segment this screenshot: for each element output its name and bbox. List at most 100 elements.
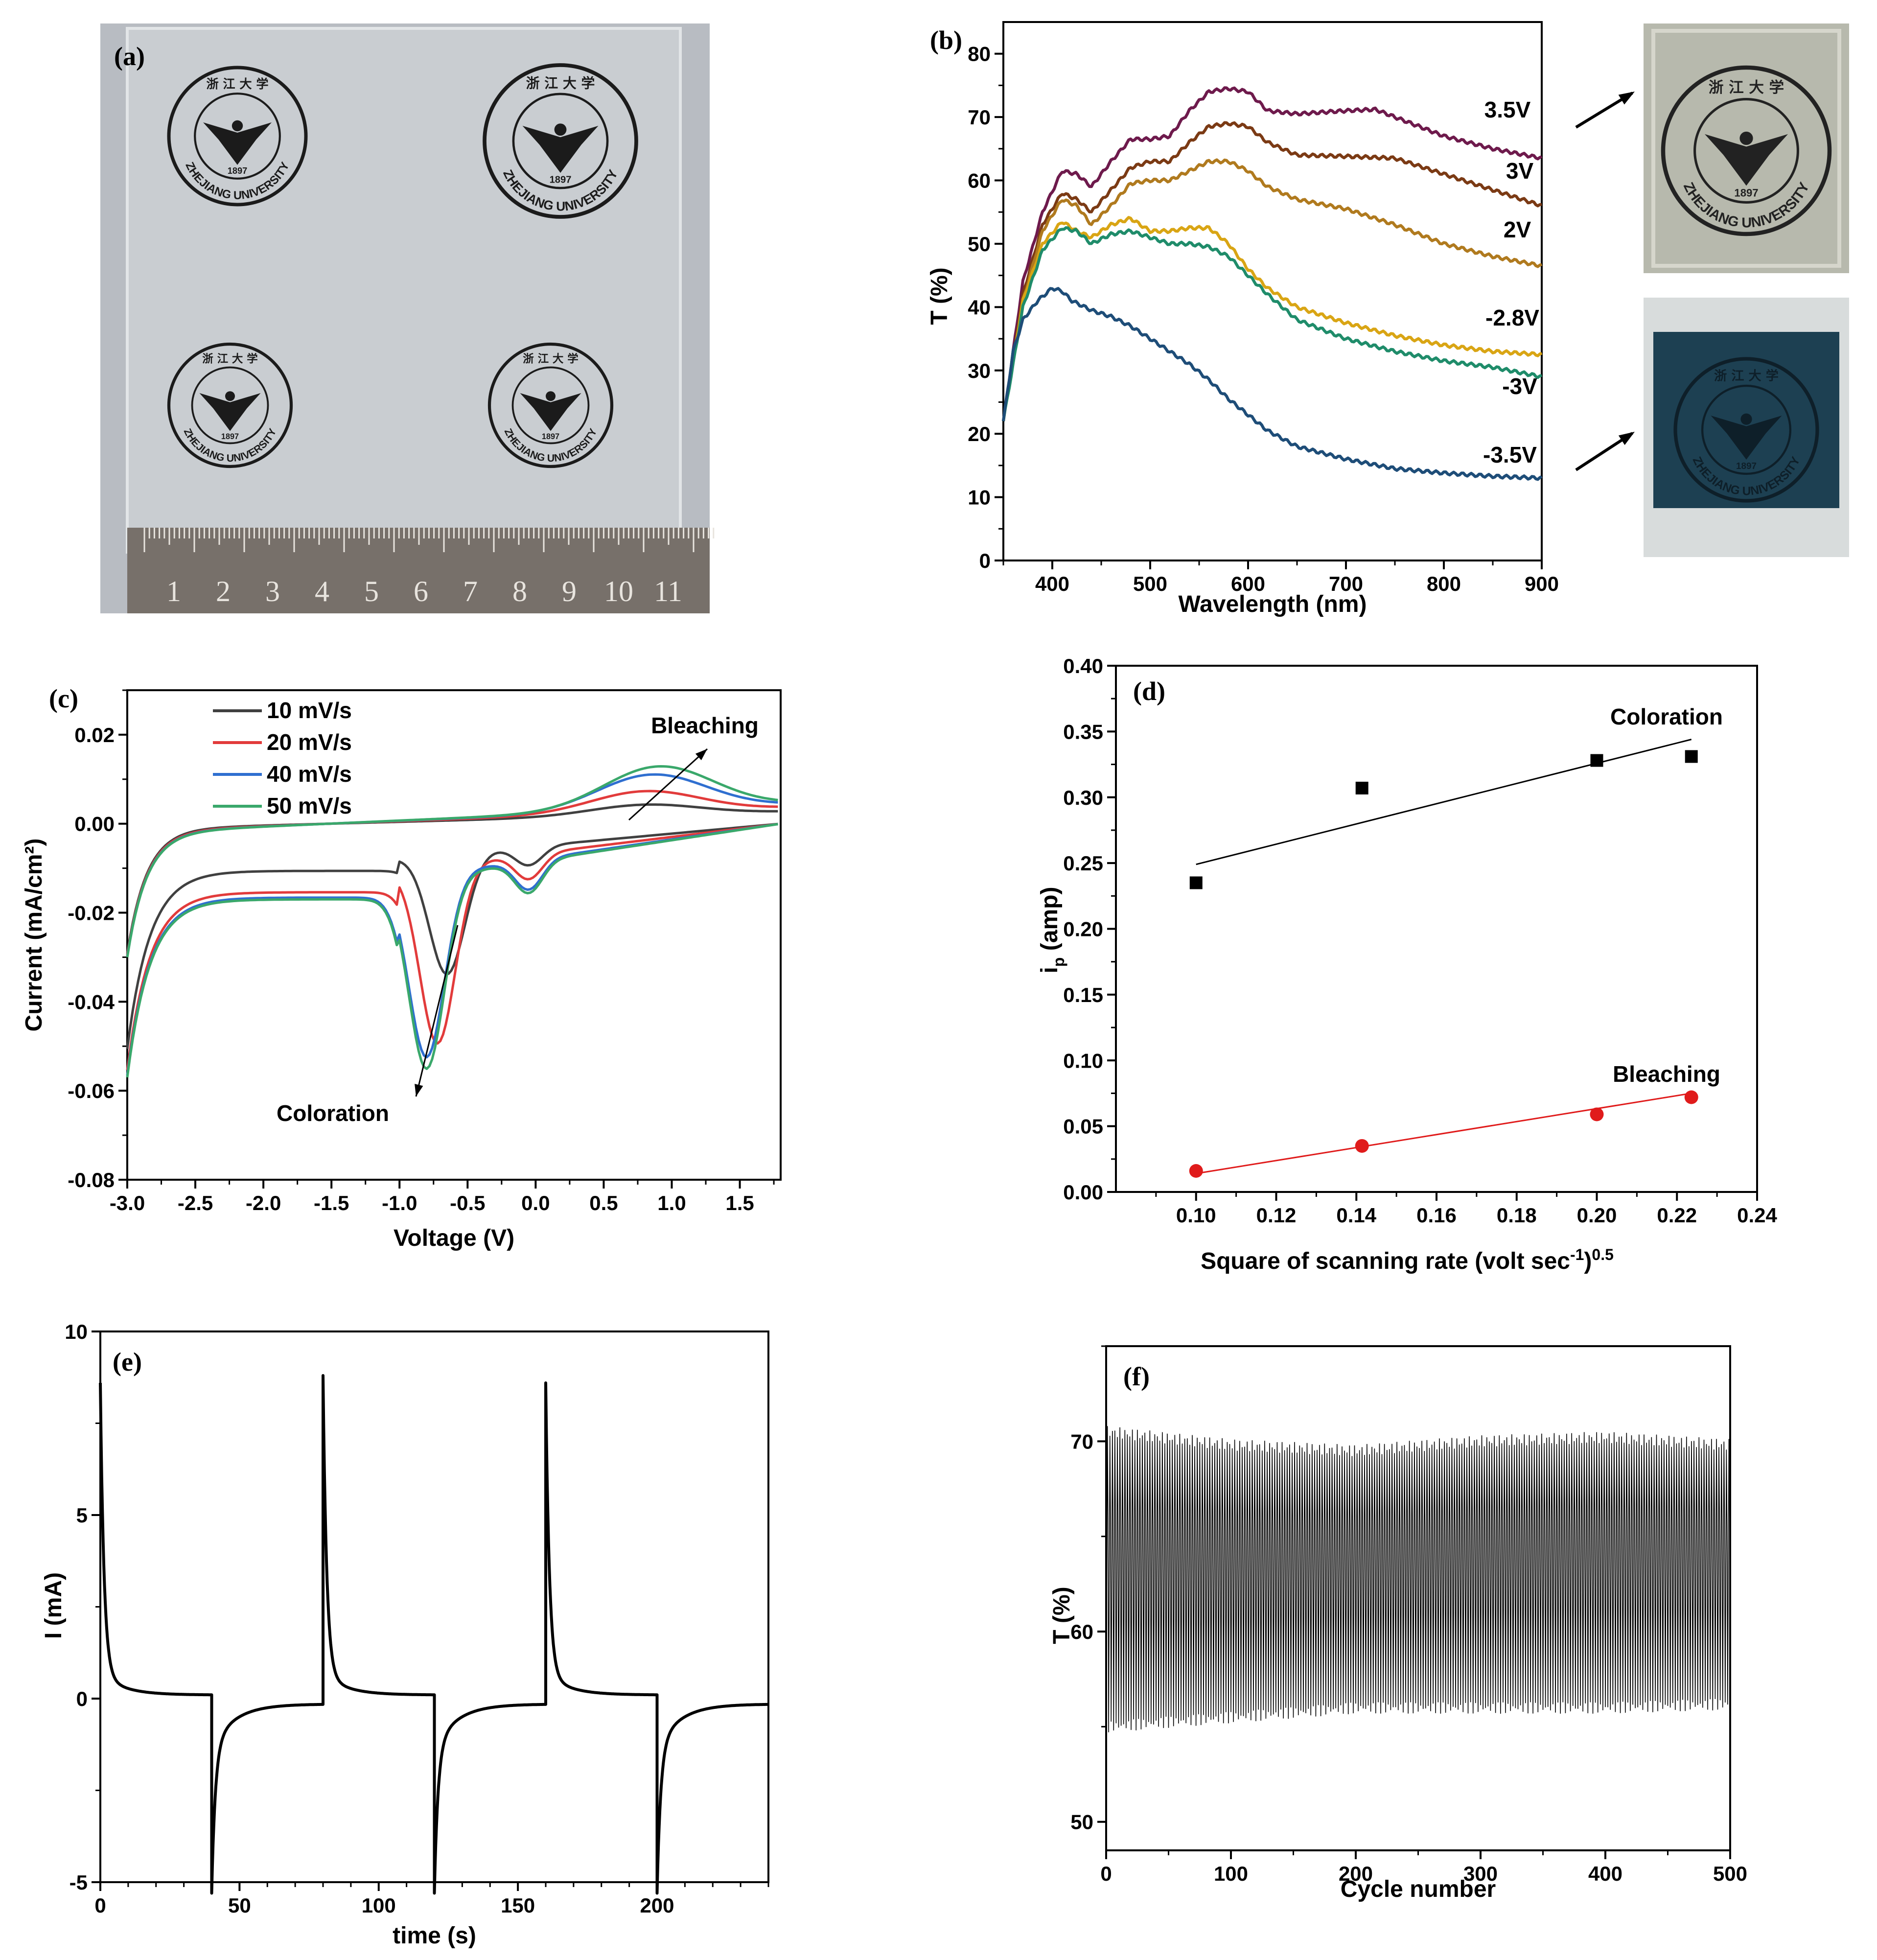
x-tick-label: 400 [1588, 1862, 1622, 1885]
y-axis-title: I (mA) [41, 1572, 67, 1639]
data-point-coloration [1355, 781, 1368, 794]
logo-chinese-text: 浙 江 大 学 [523, 352, 579, 366]
plot-frame [1115, 665, 1758, 1193]
x-tick-label: 0.5 [589, 1191, 618, 1214]
y-tick-label: 70 [1070, 1430, 1093, 1453]
x-tick-label: 0.0 [521, 1191, 550, 1214]
logo-eagle-head [1740, 413, 1752, 425]
ruler-number: 9 [562, 575, 577, 607]
arrow-bleached-head [1618, 92, 1635, 105]
logo-eagle-icon [199, 393, 261, 431]
data-point-bleaching [1355, 1139, 1369, 1153]
x-axis-title: Wavelength (nm) [1179, 591, 1367, 617]
logo-outer-ring [167, 66, 308, 207]
x-tick-label: -1.0 [382, 1191, 417, 1214]
cv-anodic-50 mV/s [126, 765, 778, 957]
series-2V [1002, 158, 1543, 421]
data-point-bleaching [1189, 1164, 1203, 1178]
y-tick-label: 50 [968, 233, 991, 256]
x-tick-label: 1.0 [657, 1191, 686, 1214]
photo-bleached-frame [1651, 29, 1841, 268]
y-tick-label: 80 [968, 43, 991, 66]
data-point-coloration [1590, 754, 1603, 767]
panel-d-label: (d) [1133, 677, 1165, 706]
y-tick-label: 60 [968, 169, 991, 192]
logo-inner-ring [512, 93, 609, 189]
logo-eagle-head [546, 391, 556, 401]
panel-f-label: (f) [1123, 1362, 1150, 1391]
panel-a-label: (a) [114, 42, 145, 71]
chart-b-transmittance: 400 500 600 700 800 900 0 10 20 30 40 50 60 70 80 3.5V 3… [927, 21, 1635, 617]
panel-e-label: (e) [113, 1347, 142, 1377]
x-tick-label: 100 [362, 1894, 396, 1917]
x-axis-title: time (s) [393, 1923, 476, 1949]
x-axis-title: Square of scanning rate (volt sec-1)0.5 [1201, 1246, 1614, 1274]
x-tick-label: 0 [1100, 1862, 1112, 1885]
x-tick-label: 0.20 [1577, 1204, 1617, 1227]
y-tick-label: 50 [1070, 1811, 1093, 1834]
logo-eagle-icon [1711, 416, 1782, 460]
glass-sample [126, 27, 682, 554]
series-3V [1002, 121, 1542, 421]
y-tick-label: 60 [1070, 1620, 1093, 1643]
arrow-bleaching-line [628, 748, 708, 821]
y-axis-title: Current (mA/cm²) [21, 839, 47, 1032]
panel-b-label: (b) [930, 25, 962, 55]
ruler-ticks: 1 2 3 4 5 6 7 8 9 10 11 [143, 528, 715, 607]
y-tick-label: 5 [76, 1504, 88, 1527]
x-tick-label: 400 [1035, 572, 1069, 595]
x-tick-label: 200 [640, 1894, 674, 1917]
series--3.5V [1002, 287, 1543, 481]
ruler-number: 10 [604, 575, 633, 607]
y-tick-label: 0.15 [1063, 983, 1103, 1006]
logo-year: 1897 [1736, 461, 1757, 471]
y-tick-label: 0.02 [74, 723, 115, 747]
logo-eagle-head [225, 391, 235, 401]
legend-label: 10 mV/s [267, 698, 352, 723]
annotation-coloration: Coloration [277, 1100, 389, 1126]
ruler-number: 1 [166, 575, 181, 607]
logo-outer-ring [487, 342, 614, 468]
x-tick-label: 100 [1214, 1862, 1248, 1885]
y-tick-label: -0.08 [68, 1168, 115, 1191]
arrow-coloration-head [415, 1084, 423, 1097]
y-tick-label: 70 [968, 106, 991, 129]
ruler-number: 6 [414, 575, 428, 607]
plot-frame [1105, 1345, 1731, 1851]
ticks: 0 50 100 150 200 -5 0 5 10 [65, 1320, 769, 1917]
ticks: 0 100 200 300 400 500 50 60 70 [1070, 1345, 1747, 1885]
logo-chinese-text: 浙 江 大 学 [1714, 369, 1779, 384]
annotation-bleaching: Bleaching [651, 713, 759, 738]
x-tick-label: 150 [501, 1894, 535, 1917]
logo-outer-ring [1661, 65, 1832, 236]
y-tick-label: 40 [968, 296, 991, 319]
panel-c-label: (c) [49, 684, 78, 713]
logo-chinese-text: 浙 江 大 学 [206, 77, 268, 91]
logo-eagle-head [554, 123, 567, 136]
x-tick-label: 800 [1427, 572, 1461, 595]
ruler-number: 5 [364, 575, 379, 607]
x-tick-label: 0 [94, 1894, 106, 1917]
cycling-trace [1106, 1426, 1731, 1733]
cv-cathodic-20 mV/s [126, 822, 778, 1071]
logo-outer-ring [1673, 357, 1819, 503]
y-tick-label: 0.40 [1063, 654, 1103, 677]
x-tick-label: -2.5 [178, 1191, 213, 1214]
annotation-coloration: Coloration [1610, 704, 1723, 729]
ruler-number: 4 [315, 575, 329, 607]
arrow-colored-head [1618, 432, 1635, 445]
logo-eagle-icon [1705, 134, 1788, 186]
y-tick-label: 0.00 [1063, 1181, 1103, 1204]
chart-e-chronoamperometry: 0 50 100 150 200 -5 0 5 10 (e) time (s) I (mA) [41, 1320, 769, 1949]
x-tick-label: 0.18 [1497, 1204, 1537, 1227]
y-tick-label: 0.00 [74, 813, 115, 836]
plot-frame [1002, 21, 1543, 561]
y-tick-label: 30 [968, 359, 991, 382]
y-axis-title: T (%) [1049, 1587, 1075, 1644]
logo-year: 1897 [550, 174, 572, 185]
logo-outer-ring [167, 342, 293, 468]
x-tick-label: -2.0 [246, 1191, 281, 1214]
legend-label: 20 mV/s [267, 729, 352, 755]
